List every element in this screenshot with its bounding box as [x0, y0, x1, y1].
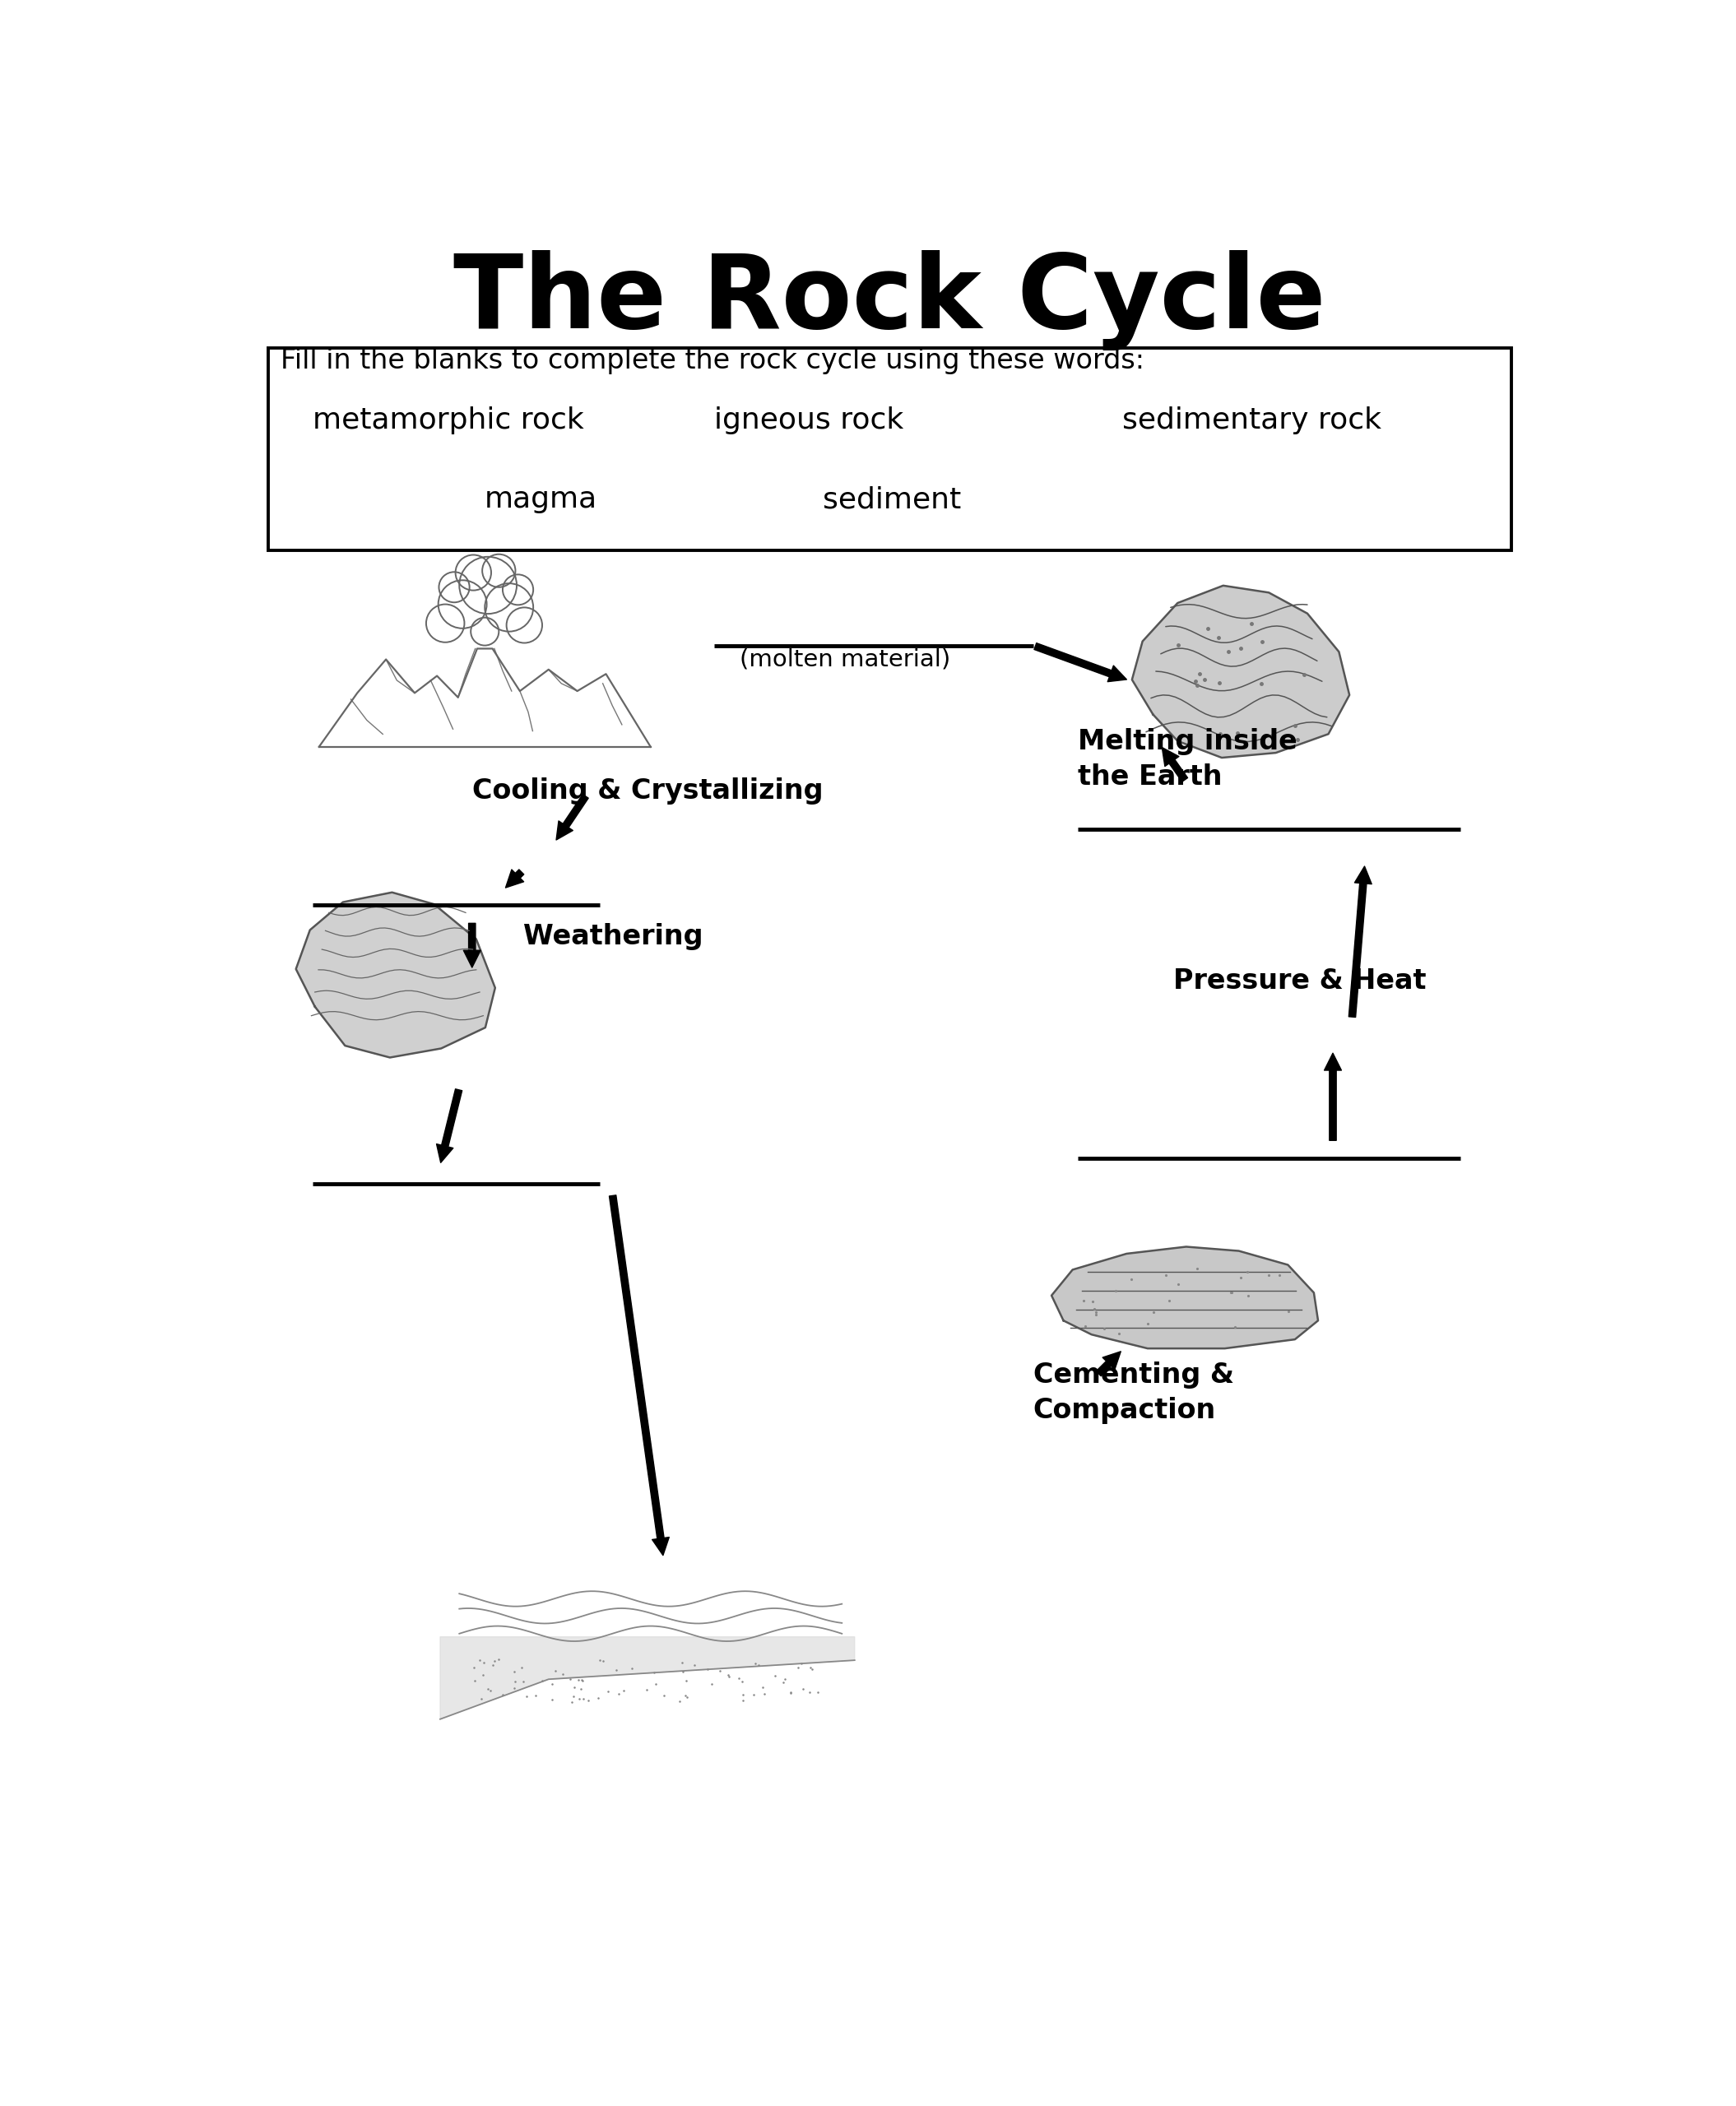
Text: Melting inside
the Earth: Melting inside the Earth	[1078, 729, 1297, 792]
Circle shape	[460, 556, 517, 613]
Text: sedimentary rock: sedimentary rock	[1123, 406, 1382, 434]
Polygon shape	[441, 1636, 854, 1718]
Text: igneous rock: igneous rock	[713, 406, 904, 434]
Circle shape	[439, 573, 469, 602]
Bar	[267, 347, 1512, 550]
Polygon shape	[319, 649, 651, 748]
Circle shape	[455, 554, 491, 590]
Polygon shape	[1052, 1247, 1318, 1348]
Text: The Rock Cycle: The Rock Cycle	[453, 251, 1326, 350]
Circle shape	[484, 583, 533, 632]
Text: magma: magma	[484, 486, 597, 514]
Text: Fill in the blanks to complete the rock cycle using these words:: Fill in the blanks to complete the rock …	[281, 347, 1144, 375]
Text: Pressure & Heat: Pressure & Heat	[1174, 967, 1427, 994]
Circle shape	[470, 617, 498, 644]
Circle shape	[437, 581, 486, 628]
Text: Cooling & Crystallizing: Cooling & Crystallizing	[472, 777, 823, 804]
Text: Weathering: Weathering	[523, 922, 703, 950]
Circle shape	[503, 575, 533, 604]
Polygon shape	[295, 893, 495, 1057]
Text: metamorphic rock: metamorphic rock	[312, 406, 583, 434]
Text: (molten material): (molten material)	[740, 649, 951, 672]
Circle shape	[507, 607, 542, 642]
Circle shape	[483, 554, 516, 588]
Text: Cementing &
Compaction: Cementing & Compaction	[1033, 1360, 1234, 1424]
Circle shape	[425, 604, 465, 642]
Text: sediment: sediment	[823, 486, 962, 514]
Polygon shape	[1132, 585, 1349, 758]
